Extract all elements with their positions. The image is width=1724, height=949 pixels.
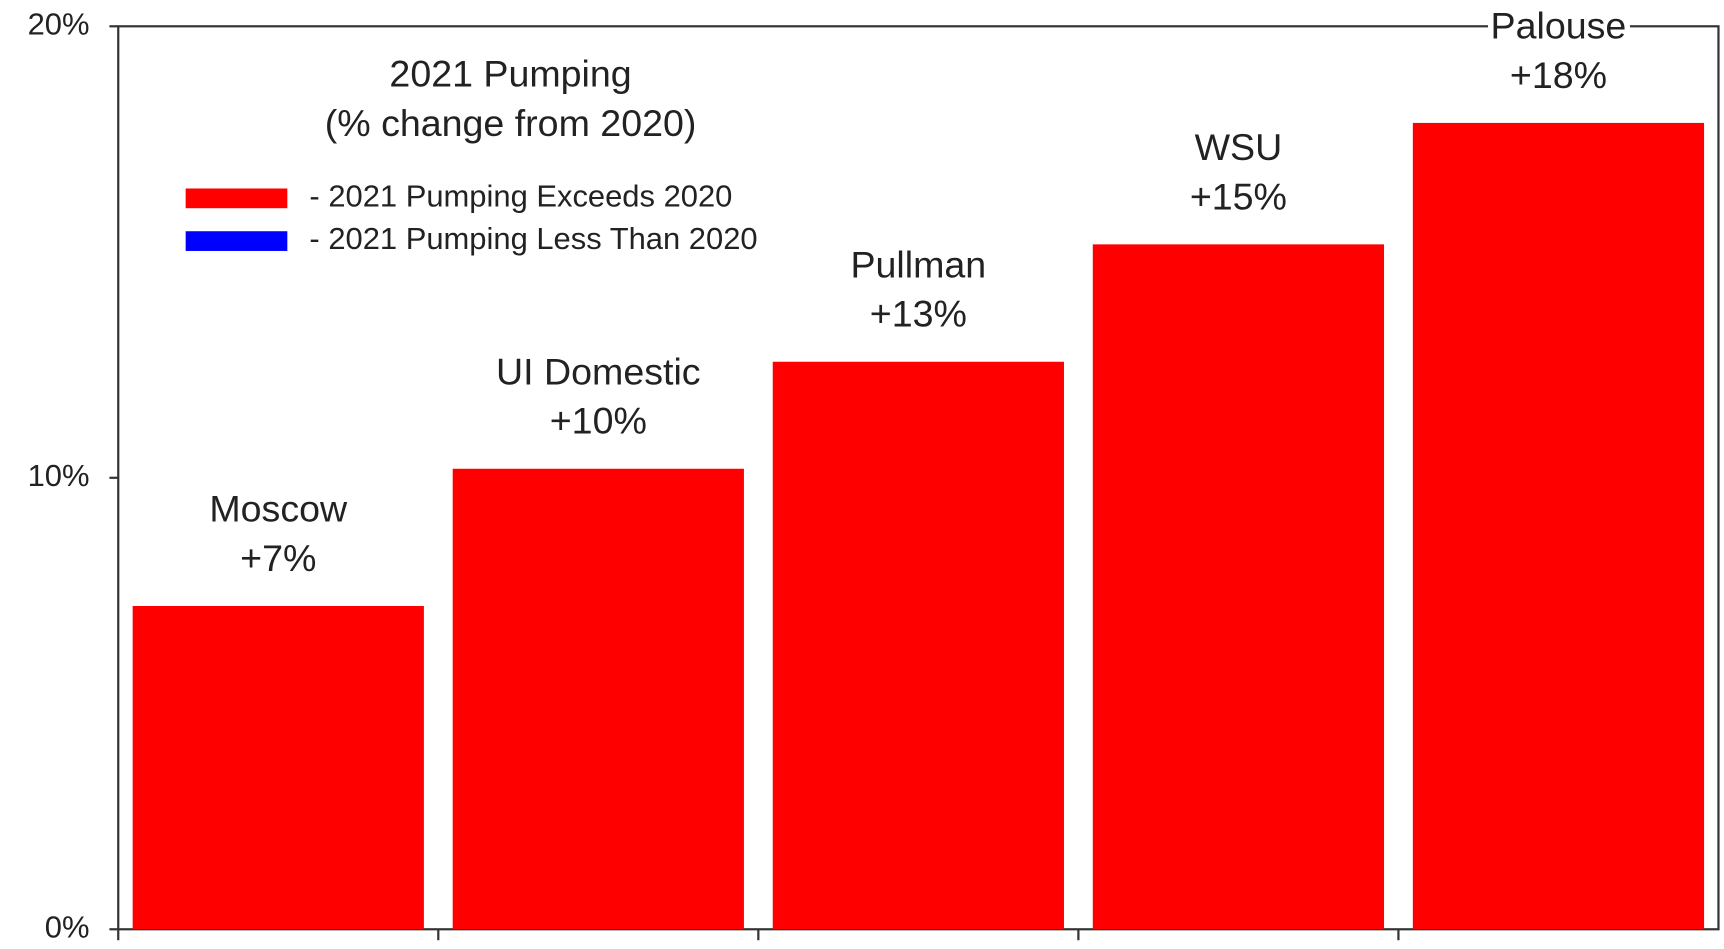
chart-title: 2021 Pumping [389,53,631,95]
y-tick-label: 20% [28,7,90,42]
y-tick-label: 0% [45,909,90,944]
value-label: +18% [1510,54,1607,96]
bar [772,361,1064,930]
bar [1412,122,1705,930]
category-label: UI Domestic [496,350,701,392]
legend-label: - 2021 Pumping Less Than 2020 [309,221,757,256]
y-tick-label: 10% [28,458,90,493]
value-label: +10% [550,400,647,442]
legend-label: - 2021 Pumping Exceeds 2020 [309,179,732,214]
bar [1092,244,1385,930]
bar [452,468,744,930]
legend-swatch [185,188,288,209]
chart-subtitle: (% change from 2020) [325,102,697,144]
category-label: Pullman [850,243,986,285]
bar [132,606,424,930]
value-label: +13% [870,293,967,335]
legend-swatch [185,231,288,251]
value-label: +7% [240,537,316,579]
category-label: Moscow [209,488,348,530]
value-label: +15% [1190,175,1287,217]
category-label: Palouse [1491,5,1627,47]
category-label: WSU [1195,126,1283,168]
